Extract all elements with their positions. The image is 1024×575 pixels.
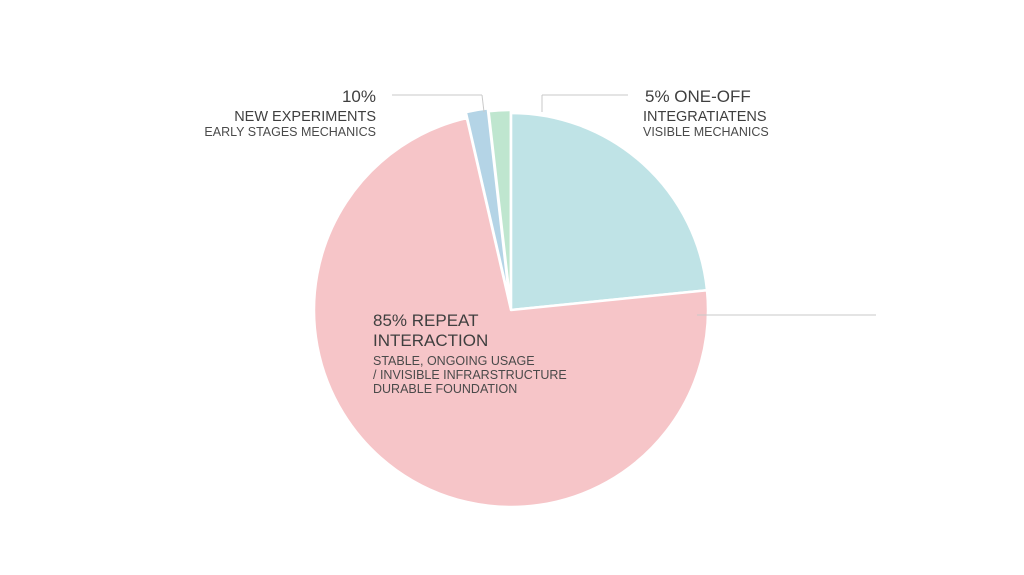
repeat-subtitle-line1: STABLE, ONGOING USAGE [373,354,535,368]
one-off-title: 5% ONE-OFF [645,87,751,106]
pie-slice-new-experiments [464,107,512,306]
repeat-title-line2: INTERACTION [373,331,488,350]
new-experiments-percent: 10% [342,87,376,106]
leader-line-new-experiments-drop [481,94,485,113]
one-off-title-line2: INTEGRATIATENS [643,109,767,125]
pie-slice-one-off-integratiatens [487,108,513,309]
pie-slice-unlabeled [509,111,709,312]
pie-slice-repeat-interaction [312,116,710,509]
new-experiments-title: NEW EXPERIMENTS [234,109,376,125]
one-off-subtitle: VISIBLE MECHANICS [643,125,769,139]
new-experiments-subtitle: EARLY STAGES MECHANICS [204,125,376,139]
repeat-subtitle-line3: DURABLE FOUNDATION [373,382,517,396]
repeat-title-line1: 85% REPEAT [373,311,479,330]
repeat-subtitle-line2: / INVISIBLE INFRARSTRUCTURE [373,368,567,382]
pie-slices [312,107,710,509]
